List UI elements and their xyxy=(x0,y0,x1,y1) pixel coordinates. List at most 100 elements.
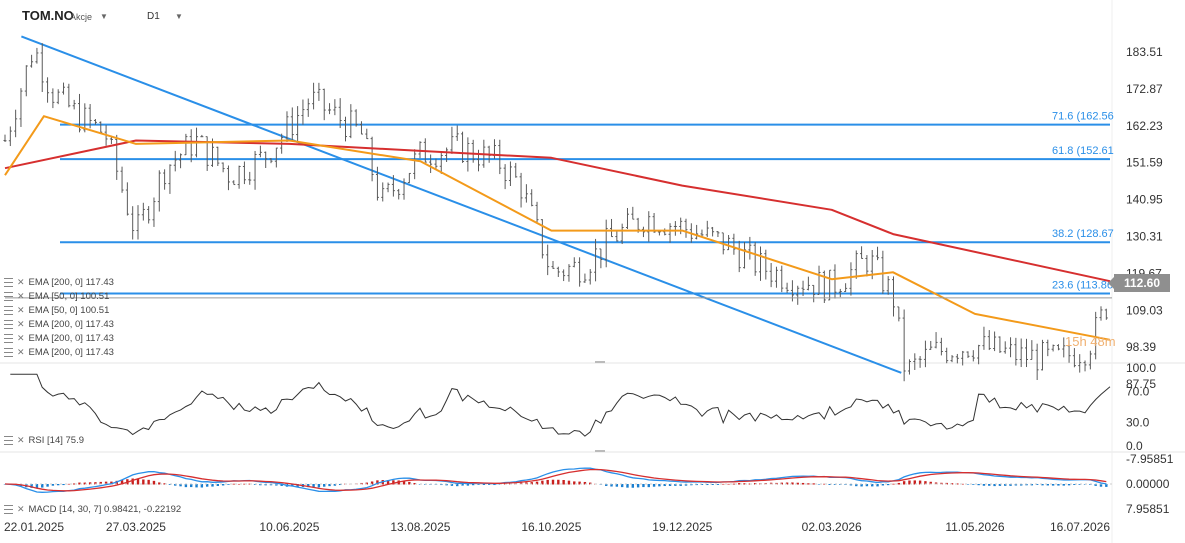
indicator-legend-row[interactable]: ✕ EMA [200, 0] 117.43 xyxy=(4,346,114,359)
close-icon[interactable]: ✕ xyxy=(17,504,25,514)
settings-icon[interactable] xyxy=(4,292,13,301)
macd-histogram-bar xyxy=(626,484,629,488)
date-tick-label: 11.05.2026 xyxy=(945,520,1004,534)
macd-histogram-bar xyxy=(1078,484,1081,485)
macd-histogram-bar xyxy=(711,484,714,485)
settings-icon[interactable] xyxy=(4,334,13,343)
settings-icon[interactable] xyxy=(4,505,13,514)
symbol-dropdown-icon[interactable]: ▼ xyxy=(100,12,108,21)
macd-histogram-bar xyxy=(147,479,150,485)
macd-histogram-bar xyxy=(200,484,204,488)
macd-histogram-bar xyxy=(1009,484,1012,486)
macd-histogram-bar xyxy=(785,482,789,485)
indicator-legend-row[interactable]: ✕ EMA [200, 0] 117.43 xyxy=(4,318,114,331)
macd-histogram-bar xyxy=(1094,484,1097,486)
macd-histogram-bar xyxy=(195,484,198,488)
timeframe-dropdown-icon[interactable]: ▼ xyxy=(175,12,183,21)
close-icon[interactable]: ✕ xyxy=(17,347,25,357)
macd-histogram-bar xyxy=(482,484,486,485)
macd-histogram-bar xyxy=(950,483,954,485)
macd-histogram-bar xyxy=(1073,484,1076,485)
macd-histogram-bar xyxy=(988,484,991,486)
date-tick-label: 16.10.2025 xyxy=(521,520,581,534)
macd-histogram-bar xyxy=(722,483,725,485)
rsi-tick-label: 100.0 xyxy=(1126,361,1156,375)
macd-histogram-bar xyxy=(716,484,720,485)
indicator-legend-row[interactable]: ✕ EMA [200, 0] 117.43 xyxy=(4,276,114,289)
close-icon[interactable]: ✕ xyxy=(17,435,25,445)
macd-histogram-bar xyxy=(791,482,794,485)
price-tick-label: 109.03 xyxy=(1126,303,1163,317)
indicator-legend-row[interactable]: ✕ EMA [50, 0] 100.51 xyxy=(4,304,109,317)
macd-histogram-bar xyxy=(275,484,278,486)
settings-icon[interactable] xyxy=(4,436,13,445)
macd-histogram-bar xyxy=(498,484,501,485)
macd-histogram-bar xyxy=(679,484,682,486)
macd-histogram-bar xyxy=(493,484,496,486)
macd-histogram-bar xyxy=(46,484,49,487)
macd-histogram-bar xyxy=(738,483,741,485)
settings-icon[interactable] xyxy=(4,278,13,287)
macd-histogram-bar xyxy=(120,480,124,485)
macd-histogram-bar xyxy=(477,484,480,485)
rsi-tick-label: 30.0 xyxy=(1126,416,1150,430)
candles xyxy=(3,43,1108,382)
date-tick-label: 22.01.2025 xyxy=(4,520,64,534)
price-tick-label: 172.87 xyxy=(1126,82,1163,96)
macd-histogram-bar xyxy=(663,484,666,487)
macd-histogram-bar xyxy=(1035,484,1039,485)
macd-histogram-bar xyxy=(583,481,587,485)
macd-histogram-bar xyxy=(855,484,858,487)
macd-histogram-bar xyxy=(902,481,906,485)
timeframe-label[interactable]: D1 xyxy=(147,11,160,22)
rsi-legend[interactable]: ✕ RSI [14] 75.9 xyxy=(4,434,84,447)
macd-histogram-bar xyxy=(706,484,709,486)
macd-histogram-bar xyxy=(871,484,874,487)
fib-label: 71.6 (162.56 xyxy=(1052,111,1114,123)
symbol-label[interactable]: TOM.NO xyxy=(22,8,74,23)
settings-icon[interactable] xyxy=(4,306,13,315)
close-icon[interactable]: ✕ xyxy=(17,291,25,301)
macd-histogram-bar xyxy=(998,484,1002,486)
macd-histogram-bar xyxy=(376,480,379,485)
rsi-line xyxy=(10,373,1111,437)
indicator-legend-row[interactable]: ✕ EMA [50, 0] 100.51 xyxy=(4,290,109,303)
macd-histogram-bar xyxy=(636,484,640,488)
macd-histogram-bar xyxy=(817,484,821,485)
rsi-label: RSI [14] 75.9 xyxy=(28,435,84,446)
macd-histogram-bar xyxy=(461,484,464,486)
macd-histogram-bar xyxy=(1051,484,1055,486)
macd-histogram-bar xyxy=(690,484,693,486)
macd-histogram-bar xyxy=(972,484,975,485)
price-tick-label: 130.31 xyxy=(1126,230,1163,244)
macd-histogram-bar xyxy=(684,484,688,486)
fib-levels[interactable]: 71.6 (162.56 61.8 (152.61 38.2 (128.67 23.6… xyxy=(60,111,1114,295)
macd-histogram-bar xyxy=(163,483,166,485)
settings-icon[interactable] xyxy=(4,320,13,329)
macd-histogram-bar xyxy=(796,482,799,485)
trendline[interactable] xyxy=(21,35,902,374)
macd-histogram-bar xyxy=(642,484,645,488)
macd-histogram-bar xyxy=(131,478,134,485)
indicator-legend-row[interactable]: ✕ EMA [200, 0] 117.43 xyxy=(4,332,114,345)
macd-histogram-bar xyxy=(647,484,650,488)
close-icon[interactable]: ✕ xyxy=(17,333,25,343)
close-icon[interactable]: ✕ xyxy=(17,277,25,287)
macd-histogram-bar xyxy=(307,484,310,488)
macd-histogram-bar xyxy=(966,484,970,485)
close-icon[interactable]: ✕ xyxy=(17,319,25,329)
settings-icon[interactable] xyxy=(4,348,13,357)
close-icon[interactable]: ✕ xyxy=(17,305,25,315)
macd-histogram-bar xyxy=(269,484,273,486)
macd-histogram-bar xyxy=(833,484,837,485)
macd-histogram-bar xyxy=(179,484,182,487)
macd-legend[interactable]: ✕ MACD [14, 30, 7] 0.98421, -0.22192 xyxy=(4,503,181,516)
price-tick-label: 151.59 xyxy=(1126,156,1163,170)
macd-histogram-bar xyxy=(41,484,44,488)
macd-histogram-bar xyxy=(956,483,959,485)
macd-histogram-bar xyxy=(392,480,395,485)
macd-histogram-bar xyxy=(732,483,736,485)
price-tick-label: 162.23 xyxy=(1126,119,1163,133)
